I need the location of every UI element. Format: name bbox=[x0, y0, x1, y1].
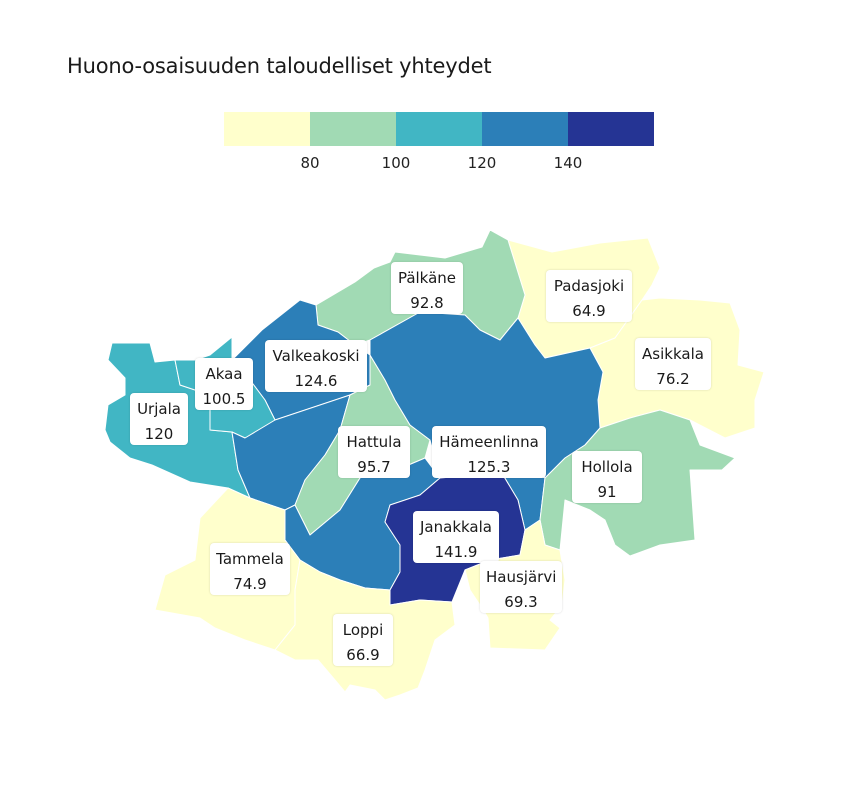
label-asikkala: Asikkala 76.2 bbox=[635, 338, 711, 390]
municipality-name: Urjala bbox=[137, 400, 181, 418]
municipality-name: Hausjärvi bbox=[486, 568, 557, 586]
municipality-value: 74.9 bbox=[233, 575, 267, 593]
label-loppi: Loppi 66.9 bbox=[333, 614, 393, 666]
legend-bin-4 bbox=[482, 112, 568, 146]
municipality-value: 125.3 bbox=[467, 458, 511, 476]
municipality-value: 69.3 bbox=[504, 593, 538, 611]
municipality-value: 66.9 bbox=[346, 646, 380, 664]
municipality-name: Padasjoki bbox=[553, 277, 625, 295]
legend-bin-5 bbox=[568, 112, 654, 146]
municipality-name: Janakkala bbox=[420, 518, 492, 536]
legend-tick: 100 bbox=[381, 154, 411, 172]
legend-bin-3 bbox=[396, 112, 482, 146]
legend-tick: 80 bbox=[300, 154, 320, 172]
municipality-name: Asikkala bbox=[642, 345, 704, 363]
municipality-value: 124.6 bbox=[294, 372, 338, 390]
map-title: Huono-osaisuuden taloudelliset yhteydet bbox=[67, 54, 492, 78]
municipality-name: Valkeakoski bbox=[272, 347, 360, 365]
municipality-name: Tammela bbox=[216, 550, 284, 568]
municipality-name: Hattula bbox=[346, 433, 402, 451]
label-hollola: Hollola 91 bbox=[572, 451, 642, 503]
label-tammela: Tammela 74.9 bbox=[210, 543, 290, 595]
label-hattula: Hattula 95.7 bbox=[338, 426, 410, 478]
municipality-value: 64.9 bbox=[572, 302, 606, 320]
municipality-name: Hollola bbox=[581, 458, 633, 476]
municipality-name: Akaa bbox=[205, 365, 243, 383]
legend-bin-2 bbox=[310, 112, 396, 146]
municipality-value: 91 bbox=[597, 483, 617, 501]
municipality-value: 95.7 bbox=[357, 458, 391, 476]
municipality-value: 120 bbox=[144, 425, 174, 443]
municipality-value: 141.9 bbox=[434, 543, 478, 561]
label-urjala: Urjala 120 bbox=[130, 393, 188, 445]
label-palkane: Pälkäne 92.8 bbox=[391, 262, 463, 314]
label-hausjarvi: Hausjärvi 69.3 bbox=[480, 561, 562, 613]
legend-bin-1 bbox=[224, 112, 310, 146]
label-padasjoki: Padasjoki 64.9 bbox=[546, 270, 632, 322]
legend-tick: 120 bbox=[467, 154, 497, 172]
municipality-value: 100.5 bbox=[202, 390, 246, 408]
label-valkeakoski: Valkeakoski 124.6 bbox=[265, 340, 367, 392]
municipality-name: Pälkäne bbox=[397, 269, 457, 287]
municipality-name: Hämeenlinna bbox=[439, 433, 539, 451]
label-janakkala: Janakkala 141.9 bbox=[413, 511, 499, 563]
municipality-value: 92.8 bbox=[410, 294, 444, 312]
label-akaa: Akaa 100.5 bbox=[195, 358, 253, 410]
municipality-name: Loppi bbox=[342, 621, 384, 639]
label-hameenlinna: Hämeenlinna 125.3 bbox=[432, 426, 546, 478]
legend-tick: 140 bbox=[553, 154, 583, 172]
municipality-value: 76.2 bbox=[656, 370, 690, 388]
